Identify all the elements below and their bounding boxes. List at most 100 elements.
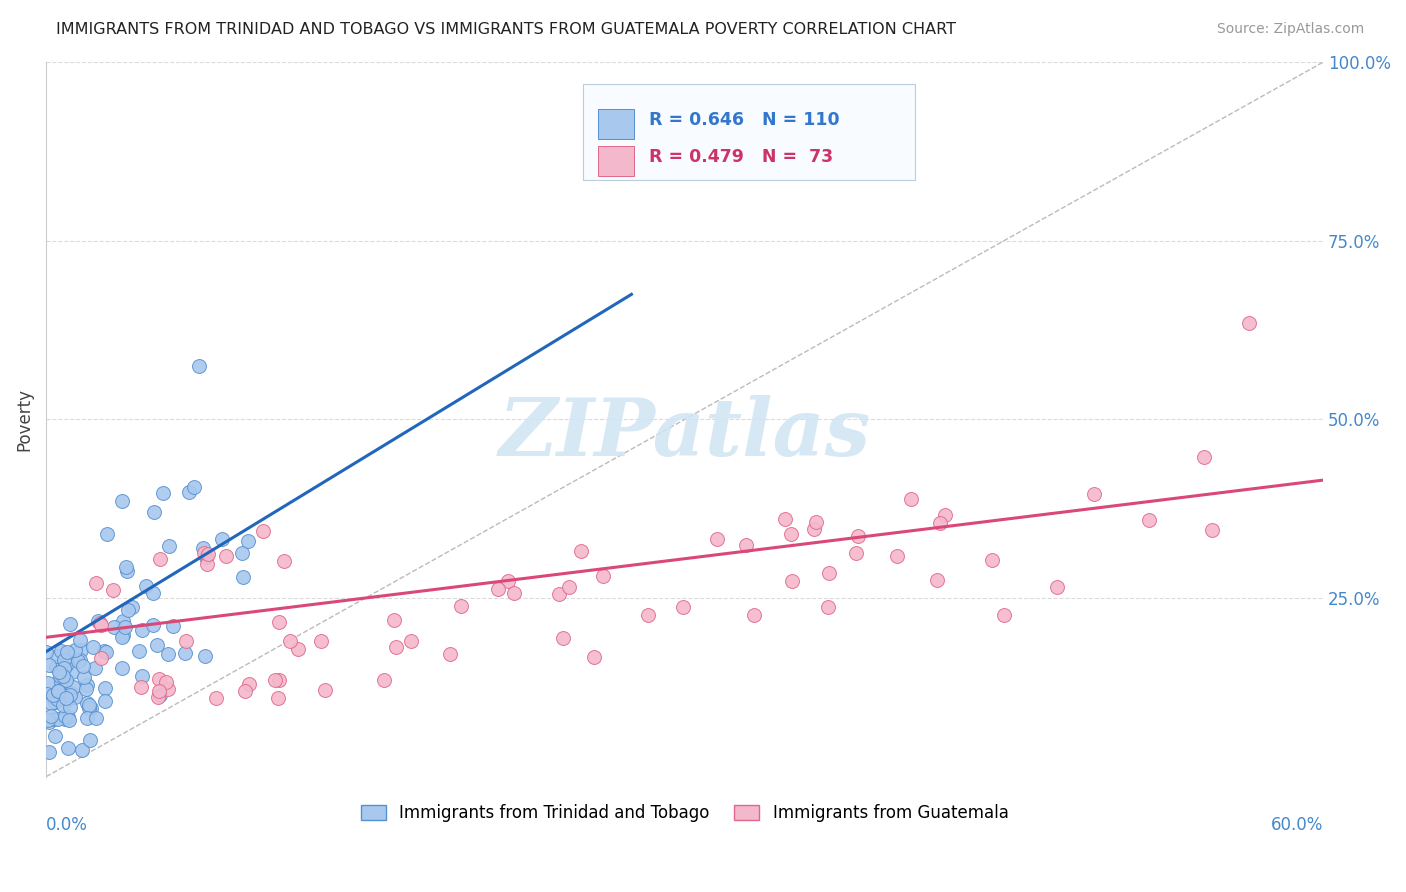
Point	[45, 659, 67, 673]
Point	[46, 712, 69, 726]
Point	[69, 653, 91, 667]
Point	[900, 492, 922, 507]
Point	[38, 714, 60, 729]
Point	[269, 673, 291, 687]
Point	[56, 741, 79, 756]
Point	[215, 549, 238, 563]
Point	[149, 552, 172, 566]
Point	[84, 711, 107, 725]
Point	[55, 645, 77, 659]
Point	[103, 620, 125, 634]
Point	[496, 574, 519, 588]
Point	[79, 701, 101, 715]
Point	[73, 670, 96, 684]
Point	[278, 634, 301, 648]
Point	[314, 682, 336, 697]
Point	[273, 553, 295, 567]
Point	[55, 709, 77, 723]
Point	[780, 574, 803, 588]
Point	[94, 694, 117, 708]
Point	[48, 665, 70, 680]
Point	[162, 618, 184, 632]
Point	[59, 700, 82, 714]
Point	[52, 698, 75, 712]
Point	[205, 691, 228, 706]
Point	[148, 672, 170, 686]
Point	[39, 696, 62, 710]
Point	[558, 580, 581, 594]
Point	[1083, 487, 1105, 501]
Point	[742, 607, 765, 622]
Point	[211, 532, 233, 546]
Point	[142, 618, 165, 632]
Point	[803, 522, 825, 536]
Point	[76, 696, 98, 710]
Point	[82, 640, 104, 655]
Point	[399, 634, 422, 648]
Point	[93, 644, 115, 658]
Point	[779, 527, 801, 541]
Point	[155, 674, 177, 689]
Point	[382, 613, 405, 627]
Point	[195, 549, 218, 564]
Point	[197, 547, 219, 561]
Point	[502, 585, 524, 599]
Point	[65, 690, 87, 705]
Point	[117, 602, 139, 616]
Point	[934, 508, 956, 523]
Point	[111, 614, 134, 628]
Point	[37, 714, 59, 728]
Point	[49, 665, 72, 680]
Point	[231, 546, 253, 560]
Point	[35, 687, 58, 701]
Point	[84, 575, 107, 590]
Bar	[598, 109, 634, 139]
Point	[96, 527, 118, 541]
Point	[236, 534, 259, 549]
Point	[157, 647, 180, 661]
Point	[373, 673, 395, 688]
Point	[174, 634, 197, 648]
Point	[553, 631, 575, 645]
Point	[177, 484, 200, 499]
Point	[571, 543, 593, 558]
Point	[59, 686, 82, 700]
Point	[143, 505, 166, 519]
Point	[929, 516, 952, 530]
Point	[55, 673, 77, 687]
Point	[1192, 450, 1215, 465]
Point	[87, 614, 110, 628]
Point	[1137, 513, 1160, 527]
Point	[1046, 580, 1069, 594]
Point	[148, 683, 170, 698]
Point	[385, 640, 408, 655]
Point	[72, 742, 94, 756]
Point	[252, 524, 274, 538]
Point	[264, 673, 287, 687]
Point	[58, 713, 80, 727]
Point	[38, 745, 60, 759]
Point	[149, 689, 172, 703]
Text: Source: ZipAtlas.com: Source: ZipAtlas.com	[1216, 22, 1364, 37]
Point	[59, 617, 82, 632]
Point	[1237, 316, 1260, 330]
Point	[72, 658, 94, 673]
Point	[39, 709, 62, 723]
Point	[42, 712, 65, 726]
Point	[55, 656, 77, 670]
Point	[41, 688, 63, 702]
Point	[89, 615, 111, 630]
Point	[804, 515, 827, 529]
Point	[49, 669, 72, 683]
Point	[672, 599, 695, 614]
Point	[129, 680, 152, 694]
Point	[773, 512, 796, 526]
Bar	[598, 145, 634, 176]
Point	[69, 633, 91, 648]
Point	[51, 666, 73, 681]
Point	[83, 661, 105, 675]
Point	[52, 653, 75, 667]
Point	[1201, 523, 1223, 537]
Point	[735, 538, 758, 552]
Point	[287, 641, 309, 656]
